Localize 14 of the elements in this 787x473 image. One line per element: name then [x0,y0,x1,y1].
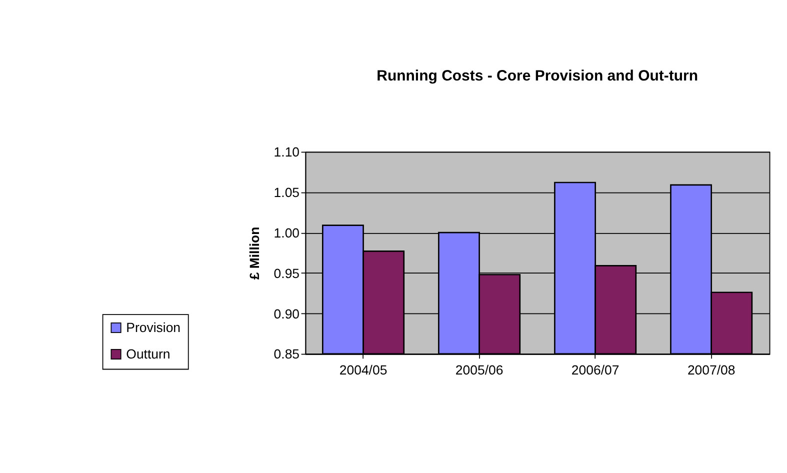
y-tick-label: 1.05 [274,185,300,200]
y-tick-label: 0.85 [274,346,300,362]
x-tick-label: 2005/06 [455,362,504,378]
legend-label: Provision [126,320,181,336]
x-tick-label: 2004/05 [339,362,388,378]
y-tick-label: 1.00 [274,225,300,240]
chart-title: Running Costs - Core Provision and Out-turn [376,67,698,84]
x-tick-label: 2007/08 [687,362,736,378]
y-tick-label: 1.10 [274,144,300,160]
y-tick-label: 0.90 [274,306,300,322]
y-tick-label: 0.95 [274,266,300,281]
legend-label: Outturn [126,346,170,362]
y-axis-title: £ Million [246,226,262,280]
x-tick-label: 2006/07 [571,362,620,378]
